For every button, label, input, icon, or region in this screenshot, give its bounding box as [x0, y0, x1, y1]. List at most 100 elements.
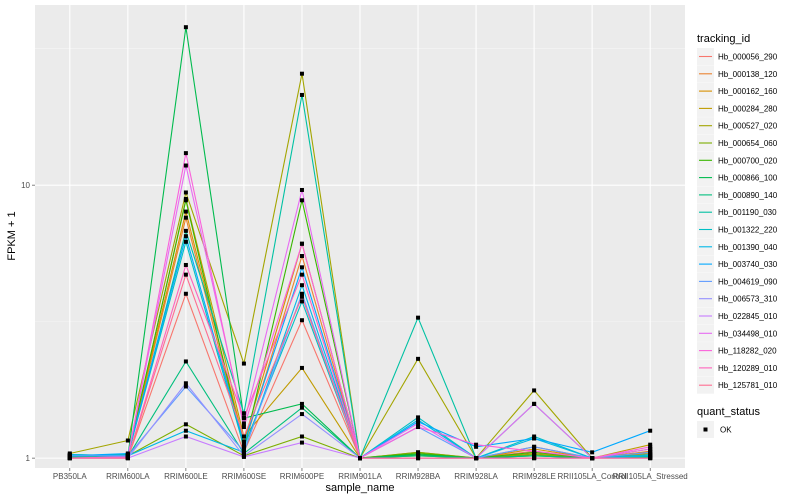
- data-point: [648, 442, 653, 447]
- data-point: [241, 411, 246, 416]
- data-point: [241, 449, 246, 454]
- data-point: [648, 428, 653, 433]
- data-point: [416, 415, 421, 420]
- data-point: [474, 442, 479, 447]
- data-point: [183, 422, 188, 427]
- data-point: [183, 239, 188, 244]
- data-point: [299, 283, 304, 288]
- x-axis-title: sample_name: [325, 482, 394, 494]
- data-point: [183, 291, 188, 296]
- legend-label: Hb_120289_010: [718, 364, 778, 373]
- data-point: [648, 446, 653, 451]
- x-tick-label: RRIM600LA: [106, 472, 150, 481]
- data-point: [241, 425, 246, 430]
- legend-label: Hb_000527_020: [718, 122, 778, 131]
- x-tick-label: RRIM928BA: [396, 472, 441, 481]
- legend-label: Hb_000138_120: [718, 70, 778, 79]
- data-point: [299, 299, 304, 304]
- data-point: [416, 356, 421, 361]
- shape-legend-point: [703, 427, 708, 432]
- data-point: [299, 265, 304, 270]
- data-point: [125, 456, 130, 461]
- legend-label: Hb_000056_290: [718, 53, 778, 62]
- data-point: [241, 441, 246, 446]
- data-point: [299, 318, 304, 323]
- legend-label: Hb_000162_160: [718, 87, 778, 96]
- data-point: [648, 453, 653, 458]
- legend-item: Hb_000138_120: [697, 65, 778, 83]
- data-point: [241, 446, 246, 451]
- data-point: [183, 272, 188, 277]
- data-point: [532, 401, 537, 406]
- data-point: [183, 151, 188, 156]
- x-tick-label: RRII105LA_Stressed: [613, 472, 688, 481]
- x-tick-label: RRII105LA_Control: [557, 472, 627, 481]
- legend-label: Hb_118282_020: [718, 347, 777, 356]
- y-axis-title: FPKM + 1: [6, 211, 18, 260]
- legend-item: Hb_001190_030: [697, 203, 777, 221]
- legend-item: Hb_000284_280: [697, 99, 778, 117]
- data-point: [299, 434, 304, 439]
- x-tick-label: RRIM928LA: [454, 472, 498, 481]
- data-point: [183, 209, 188, 214]
- data-point: [532, 446, 537, 451]
- legend-title: tracking_id: [697, 33, 750, 45]
- legend-label: Hb_003740_030: [718, 260, 778, 269]
- data-point: [416, 425, 421, 430]
- data-point: [299, 365, 304, 370]
- data-point: [532, 456, 537, 461]
- data-point: [183, 228, 188, 233]
- data-point: [67, 453, 72, 458]
- y-tick-label: 10: [21, 181, 30, 190]
- legend-label: Hb_001322_220: [718, 226, 778, 235]
- data-point: [648, 450, 653, 455]
- data-point: [299, 291, 304, 296]
- data-point: [67, 456, 72, 461]
- legend-label: Hb_000866_100: [718, 174, 778, 183]
- data-point: [125, 438, 130, 443]
- data-point: [299, 440, 304, 445]
- y-axis: 1 10: [21, 181, 35, 463]
- data-point: [299, 187, 304, 192]
- legend-item: Hb_118282_020: [697, 342, 777, 360]
- shape-legend-title: quant_status: [697, 406, 760, 418]
- data-point: [416, 453, 421, 458]
- data-point: [299, 92, 304, 97]
- data-point: [183, 25, 188, 30]
- legend-item: Hb_125781_010: [697, 376, 778, 394]
- legend-item: Hb_000527_020: [697, 117, 778, 135]
- data-point: [416, 315, 421, 320]
- x-tick-label: RRIM928LE: [512, 472, 556, 481]
- shape-legend-label: OK: [720, 426, 732, 435]
- legend-label: Hb_000284_280: [718, 104, 778, 113]
- legend-item: Hb_000056_290: [697, 48, 778, 65]
- legend-item: Hb_000654_060: [697, 134, 778, 152]
- data-point: [358, 456, 362, 461]
- data-point: [299, 241, 304, 246]
- series-points: [67, 25, 653, 461]
- data-point: [183, 428, 188, 433]
- data-point: [183, 384, 188, 389]
- data-point: [241, 421, 246, 426]
- legend-label: Hb_000890_140: [718, 191, 778, 200]
- x-tick-label: PB350LA: [53, 472, 87, 481]
- data-point: [241, 444, 246, 449]
- legend-label: Hb_125781_010: [718, 381, 778, 390]
- data-point: [241, 361, 246, 366]
- data-point: [299, 71, 304, 76]
- data-point: [241, 439, 246, 444]
- data-point: [241, 434, 246, 439]
- legend-item: Hb_000162_160: [697, 82, 778, 100]
- data-point: [590, 456, 595, 461]
- legend-label: Hb_006573_310: [718, 295, 778, 304]
- legend-label: Hb_001390_040: [718, 243, 778, 252]
- x-tick-label: RRIM600SE: [222, 472, 266, 481]
- data-point: [474, 456, 479, 461]
- legend-label: Hb_001190_030: [718, 208, 777, 217]
- legend-item: Hb_000890_140: [697, 186, 778, 204]
- data-point: [474, 444, 479, 449]
- data-point: [183, 381, 188, 386]
- data-point: [183, 163, 188, 168]
- data-point: [299, 412, 304, 417]
- data-point: [125, 451, 130, 456]
